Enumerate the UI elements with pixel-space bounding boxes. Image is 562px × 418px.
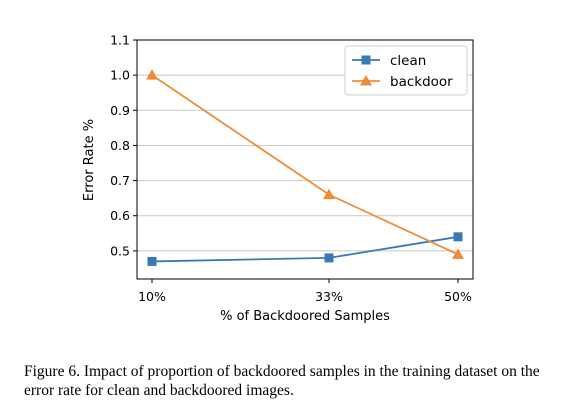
data-point-clean: [147, 256, 157, 266]
y-tick-label: 0.9: [110, 103, 130, 118]
legend-marker-clean: [361, 55, 371, 65]
line-chart: 0.5 0.6 0.7 0.8 0.9 1.0 1.1 10% 33% 50% Error Rat…: [82, 33, 474, 324]
tick-labels: 0.5 0.6 0.7 0.8 0.9 1.0 1.1 10% 33% 50%: [110, 33, 472, 305]
legend-label-clean: clean: [390, 53, 426, 69]
y-tick-label: 0.5: [110, 243, 130, 258]
series-line-backdoor: [151, 74, 459, 256]
x-tick-label: 33%: [315, 289, 343, 304]
series-layer: [146, 69, 464, 266]
y-tick-label: 1.0: [110, 68, 130, 83]
x-tick-label: 50%: [444, 289, 472, 304]
axes: [133, 39, 474, 283]
data-point-backdoor: [452, 248, 464, 259]
data-point-clean: [324, 253, 334, 263]
y-tick-label: 0.7: [110, 173, 130, 188]
data-point-clean: [453, 232, 463, 242]
series-line-clean: [151, 235, 459, 263]
data-point-backdoor: [323, 188, 335, 200]
y-tick-label: 1.1: [110, 33, 130, 48]
legend: clean backdoor: [344, 45, 468, 96]
x-axis-label: % of Backdoored Samples: [220, 309, 390, 324]
y-axis-label: Error Rate %: [82, 119, 97, 201]
legend-label-backdoor: backdoor: [390, 74, 453, 90]
figure-caption: Figure 6. Impact of proportion of backdo…: [24, 363, 540, 399]
y-tick-label: 0.6: [110, 208, 130, 223]
legend-marker-backdoor: [360, 75, 372, 86]
legend-box: [344, 45, 468, 96]
data-point-backdoor: [146, 69, 158, 80]
y-tick-label: 0.8: [110, 138, 130, 153]
plot-frame: [136, 39, 474, 280]
x-tick-label: 10%: [138, 289, 166, 304]
